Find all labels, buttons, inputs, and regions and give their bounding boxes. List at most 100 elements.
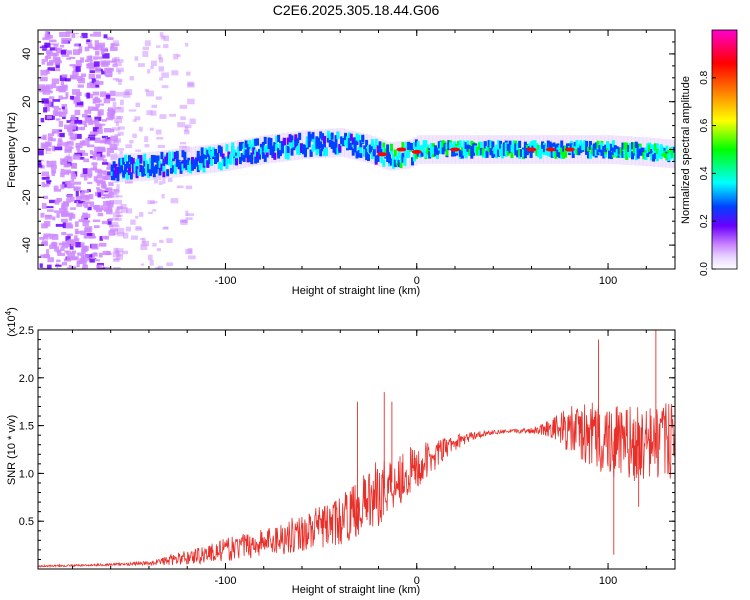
heatmap-cell: [254, 156, 258, 164]
heatmap-cell: [45, 147, 54, 154]
heatmap-cell: [160, 163, 164, 171]
heatmap-cell: [75, 60, 82, 65]
heatmap-cell: [60, 184, 65, 190]
heatmap-cell: [124, 154, 128, 163]
heatmap-cell: [45, 160, 54, 166]
heatmap-cell: [150, 166, 154, 174]
heatmap-cell: [65, 92, 69, 98]
heatmap-cell: [93, 31, 102, 37]
heatmap-cell: [96, 81, 104, 85]
heatmap-halo-cell: [217, 143, 223, 172]
heatmap-cell: [349, 133, 353, 141]
heatmap-cell: [184, 126, 189, 132]
heatmap-cell: [418, 146, 422, 154]
heatmap-cell: [139, 155, 143, 163]
heatmap-cell: [44, 183, 50, 187]
heatmap-cell: [185, 159, 189, 168]
heatmap-cell: [125, 226, 131, 232]
heatmap-cell: [246, 144, 250, 152]
heatmap-cell: [596, 140, 600, 148]
heatmap-cell: [81, 256, 86, 261]
heatmap-cell: [83, 174, 88, 181]
heatmap-cell: [61, 103, 68, 108]
heatmap-halo-cell: [355, 131, 361, 161]
heatmap-cell: [323, 140, 327, 148]
heatmap-cell: [46, 115, 53, 119]
heatmap-cell: [296, 138, 300, 146]
heatmap-cell: [592, 143, 596, 151]
heatmap-cell: [412, 154, 416, 162]
heatmap-cell: [107, 202, 114, 208]
heatmap-cell: [564, 150, 568, 158]
heatmap-cell: [80, 242, 85, 248]
heatmap-cell: [149, 127, 154, 131]
heatmap-cell: [41, 203, 47, 209]
heatmap-cell: [117, 115, 124, 120]
heatmap-cell: [64, 169, 72, 174]
heatmap-cell: [347, 132, 351, 140]
heatmap-cell: [391, 158, 395, 166]
heatmap-cell: [368, 146, 372, 154]
heatmap-cell: [46, 51, 54, 57]
heatmap-cell: [66, 141, 71, 144]
heatmap-cell: [171, 70, 179, 76]
heatmap-cell: [669, 147, 673, 155]
heatmap-cell: [254, 149, 258, 157]
heatmap-cell: [76, 230, 82, 234]
heatmap-cell: [256, 138, 260, 146]
snr-scale-prefix: (x10: [6, 315, 18, 336]
heatmap-cell: [416, 143, 420, 151]
heatmap-cell: [229, 157, 233, 165]
heatmap-cell: [275, 143, 279, 151]
heatmap-cell: [477, 148, 481, 156]
heatmap-cell: [85, 117, 92, 122]
heatmap-cell: [55, 223, 64, 227]
heatmap-cell: [116, 214, 121, 218]
heatmap-cell: [51, 145, 56, 152]
heatmap-cell: [523, 151, 527, 159]
heatmap-cell: [401, 142, 405, 150]
heatmap-cell: [192, 159, 196, 167]
heatmap-cell: [204, 155, 208, 163]
heatmap-cell: [158, 66, 164, 72]
heatmap-cell: [57, 129, 63, 132]
heatmap-cell: [629, 150, 633, 158]
heatmap-cell: [466, 140, 470, 148]
heatmap-cell: [101, 220, 108, 225]
heatmap-cell: [70, 75, 77, 79]
heatmap-cell: [307, 140, 311, 148]
heatmap-cell: [189, 118, 196, 124]
heatmap-cell: [210, 158, 214, 167]
heatmap-cell: [112, 231, 118, 236]
heatmap-cell: [359, 140, 363, 148]
heatmap-cell: [45, 254, 51, 258]
heatmap-cell: [435, 151, 439, 159]
heatmap-cell: [142, 46, 149, 51]
heatmap-cell: [64, 172, 70, 175]
heatmap-cell: [49, 187, 55, 191]
heatmap-cell: [393, 149, 397, 157]
heatmap-cell: [73, 43, 79, 47]
heatmap-cell: [621, 150, 625, 158]
heatmap-halo-cell: [409, 138, 414, 168]
heatmap-cell: [139, 164, 143, 173]
heatmap-cell: [206, 160, 210, 168]
heatmap-cell: [585, 147, 589, 155]
heatmap-cell: [181, 232, 186, 236]
snr-y-tick-label: 1.0: [19, 468, 34, 480]
heatmap-cell: [87, 206, 92, 211]
heatmap-cell: [382, 147, 386, 155]
heatmap-cell: [94, 123, 102, 130]
heatmap-cell: [129, 140, 134, 144]
heatmap-cell: [60, 266, 66, 269]
heatmap-cell: [225, 144, 229, 152]
heatmap-cell: [110, 46, 118, 51]
heatmap-cell: [529, 150, 533, 158]
heatmap-cell: [49, 39, 56, 43]
heatmap-cell: [634, 141, 638, 149]
heatmap-cell: [75, 196, 83, 202]
heatmap-cell: [95, 67, 101, 73]
heatmap-cell: [89, 48, 93, 53]
heatmap-cell: [52, 99, 61, 102]
heatmap-cell: [56, 250, 60, 253]
